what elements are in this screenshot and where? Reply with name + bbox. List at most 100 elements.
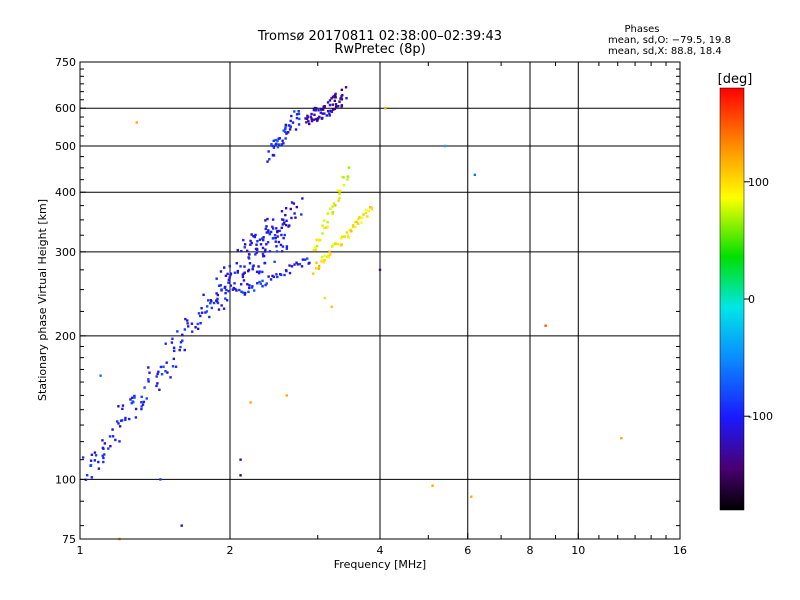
data-point — [332, 243, 335, 246]
data-point — [332, 95, 336, 99]
data-point — [378, 268, 382, 272]
data-point — [323, 254, 327, 257]
data-point — [261, 237, 264, 240]
data-point — [315, 107, 318, 110]
data-point — [340, 237, 343, 240]
data-point — [355, 220, 358, 224]
data-point — [340, 95, 343, 98]
data-point — [323, 106, 326, 109]
data-point — [268, 250, 272, 253]
data-point — [274, 240, 277, 243]
x-tick-label: 4 — [377, 544, 384, 557]
data-point — [81, 456, 85, 459]
data-point — [164, 342, 167, 345]
data-point — [296, 263, 299, 266]
data-point — [173, 349, 176, 353]
data-point — [248, 253, 251, 256]
data-point — [240, 290, 243, 293]
data-point — [271, 154, 275, 157]
data-point — [311, 272, 315, 275]
data-point — [340, 243, 344, 246]
data-point — [94, 454, 98, 457]
data-point — [268, 232, 272, 236]
data-point — [220, 304, 223, 307]
data-point — [208, 315, 211, 319]
data-point — [99, 374, 102, 377]
data-point — [196, 327, 200, 331]
data-point — [255, 251, 258, 254]
data-point — [261, 279, 264, 283]
data-point — [334, 96, 337, 99]
data-point — [293, 212, 296, 215]
data-point — [283, 233, 286, 237]
data-point — [205, 310, 209, 313]
data-point — [234, 287, 237, 291]
data-point — [250, 286, 254, 289]
data-point — [300, 265, 304, 268]
data-point — [325, 114, 329, 117]
data-point — [262, 238, 265, 242]
data-point — [321, 112, 324, 115]
data-point — [319, 111, 323, 114]
data-point — [285, 219, 288, 222]
data-point — [267, 150, 270, 153]
data-point — [250, 241, 253, 245]
data-point — [103, 442, 107, 445]
data-point — [141, 403, 145, 406]
data-point — [333, 107, 337, 111]
data-point — [335, 242, 338, 246]
data-point — [285, 245, 289, 248]
data-point — [228, 276, 231, 279]
data-point — [258, 280, 261, 284]
data-point — [226, 272, 229, 276]
data-point — [306, 114, 309, 118]
data-point — [304, 258, 307, 261]
data-point — [243, 246, 246, 249]
data-point — [90, 453, 94, 456]
data-point — [89, 464, 93, 467]
data-point — [357, 217, 360, 221]
data-point — [276, 275, 279, 279]
data-point — [364, 211, 368, 215]
data-point — [246, 249, 249, 253]
data-point — [165, 361, 168, 364]
data-point — [271, 227, 275, 230]
data-point — [120, 419, 124, 422]
data-point — [282, 129, 285, 132]
data-point — [336, 189, 339, 192]
data-point — [272, 139, 275, 142]
data-point — [321, 232, 324, 235]
data-point — [339, 97, 343, 100]
data-point — [248, 262, 252, 265]
colorbar-tick-label: 0 — [748, 293, 755, 306]
data-point — [140, 395, 143, 399]
data-point — [194, 326, 197, 329]
data-point — [176, 330, 179, 333]
data-point — [114, 438, 117, 442]
data-point — [191, 330, 194, 333]
data-point — [326, 212, 329, 215]
data-point — [293, 263, 296, 266]
data-point — [181, 333, 184, 337]
data-point — [178, 348, 181, 352]
data-point — [140, 405, 143, 408]
data-point — [289, 119, 292, 123]
data-point — [202, 293, 205, 297]
data-point — [314, 246, 317, 249]
data-point — [147, 378, 150, 381]
data-point — [197, 312, 201, 315]
data-point — [291, 121, 295, 124]
data-point — [255, 243, 258, 246]
data-point — [265, 231, 268, 234]
data-point — [337, 243, 340, 246]
y-tick-label: 400 — [55, 186, 76, 199]
y-axis-label: Stationary phase Virtual Height [km] — [36, 199, 49, 401]
data-point — [321, 116, 324, 120]
data-point — [272, 275, 276, 279]
data-point — [360, 221, 363, 224]
data-point — [544, 324, 547, 327]
data-point — [255, 270, 259, 274]
data-point — [331, 205, 334, 208]
data-point — [317, 267, 321, 270]
data-point — [319, 108, 323, 111]
